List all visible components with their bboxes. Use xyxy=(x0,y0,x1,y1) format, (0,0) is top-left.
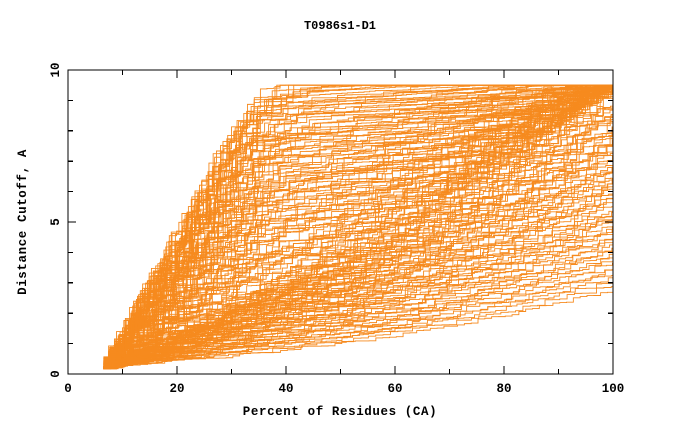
model-curve xyxy=(103,84,613,364)
x-tick-label-0: 0 xyxy=(64,382,72,396)
model-curve xyxy=(103,282,613,368)
x-tick-label-60: 60 xyxy=(387,382,402,396)
model-curve xyxy=(103,86,613,361)
x-tick-label-40: 40 xyxy=(278,382,293,396)
model-curve xyxy=(103,93,613,367)
model-curve xyxy=(103,84,613,369)
y-tick-label-10: 10 xyxy=(49,62,63,77)
model-curve xyxy=(103,87,613,369)
model-curve xyxy=(103,84,613,370)
model-curve xyxy=(103,291,613,368)
model-curve xyxy=(103,84,613,370)
model-curve xyxy=(103,84,613,363)
model-curve xyxy=(103,84,613,363)
model-curve xyxy=(103,84,613,366)
model-curve xyxy=(103,84,613,369)
model-curve xyxy=(103,261,613,368)
x-tick-label-100: 100 xyxy=(602,382,625,396)
data-curve-group xyxy=(103,84,613,370)
model-curve xyxy=(103,84,613,360)
model-curve xyxy=(103,242,613,370)
model-curve xyxy=(103,220,613,368)
model-curve xyxy=(103,84,613,368)
axis-tick-group xyxy=(68,70,613,374)
model-curve xyxy=(103,84,613,368)
model-curve xyxy=(103,84,613,369)
model-curve xyxy=(103,84,613,366)
x-axis-label: Percent of Residues (CA) xyxy=(243,405,437,419)
page-title: T0986s1-D1 xyxy=(304,19,376,33)
x-tick-label-80: 80 xyxy=(496,382,511,396)
model-curve xyxy=(103,155,613,368)
model-curve xyxy=(103,84,613,359)
x-tick-label-20: 20 xyxy=(169,382,184,396)
axis-tick-label-group: 0 20 40 60 80 100 0 5 10 xyxy=(49,62,624,396)
y-tick-label-5: 5 xyxy=(49,218,63,226)
model-curve xyxy=(103,206,613,370)
model-curve xyxy=(103,153,613,368)
model-curve xyxy=(103,87,613,368)
model-curve xyxy=(103,84,613,359)
model-curve xyxy=(103,84,613,366)
model-curve xyxy=(103,211,613,368)
y-tick-label-0: 0 xyxy=(49,370,63,378)
model-curve xyxy=(103,84,613,364)
model-curve xyxy=(103,210,613,365)
y-axis-label: Distance Cutoff, A xyxy=(16,149,30,295)
